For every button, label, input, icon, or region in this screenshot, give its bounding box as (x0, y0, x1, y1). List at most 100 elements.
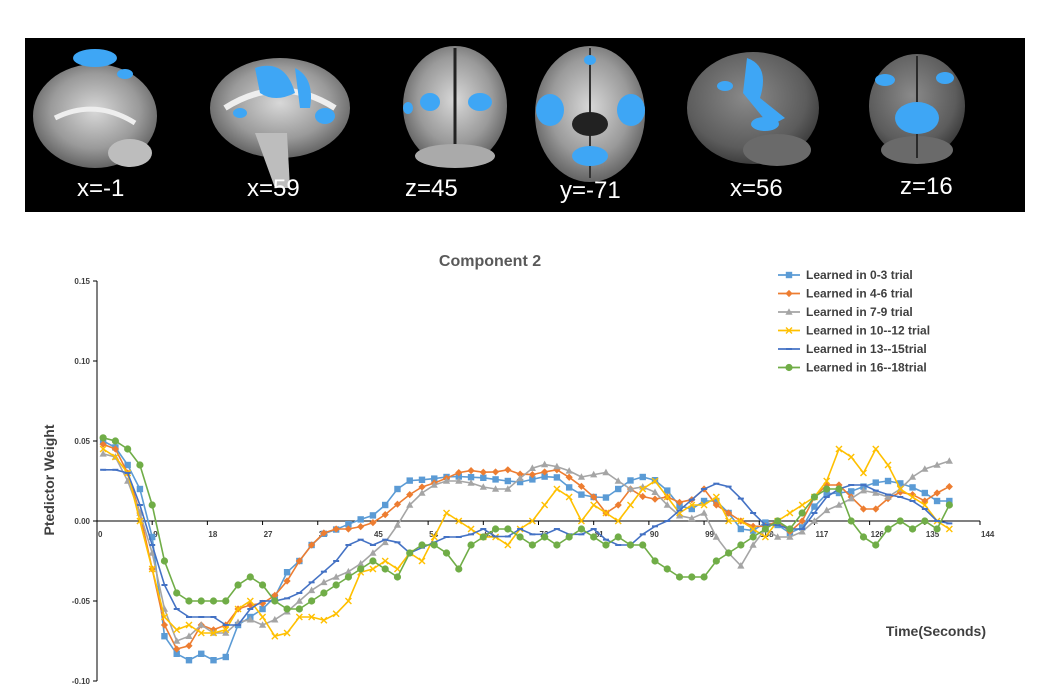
marker-circle (111, 437, 119, 445)
marker-square (222, 653, 229, 661)
marker-circle (430, 541, 438, 549)
brain-slice-2: x=59 (210, 58, 350, 202)
marker-cross (222, 626, 230, 634)
slice-label-1: x=-1 (77, 175, 124, 202)
marker-square (504, 477, 512, 485)
marker-diamond (393, 500, 402, 508)
marker-circle (933, 525, 941, 533)
marker-square (664, 487, 671, 494)
marker-circle (847, 517, 855, 525)
y-tick-label: 0.10 (74, 357, 90, 366)
marker-circle (491, 525, 500, 533)
marker-circle (357, 565, 365, 573)
legend-label: Learned in 4-6 trial (806, 287, 913, 301)
marker-cross (725, 517, 733, 525)
marker-cross (823, 477, 831, 485)
marker-cross (835, 445, 843, 453)
marker-triangle (810, 517, 819, 524)
marker-diamond (357, 523, 365, 531)
marker-triangle (872, 489, 880, 496)
marker-triangle (921, 465, 929, 472)
brain-slice-1: x=-1 (33, 49, 157, 202)
marker-diamond (332, 525, 340, 533)
marker-cross (246, 597, 254, 605)
marker-cross (467, 525, 475, 533)
marker-circle (896, 517, 904, 525)
marker-diamond (344, 525, 353, 533)
marker-triangle (406, 501, 414, 508)
marker-square (737, 525, 745, 533)
marker-triangle (381, 538, 389, 546)
marker-triangle (455, 477, 463, 484)
marker-circle (614, 533, 622, 541)
marker-circle (872, 541, 880, 549)
marker-diamond (111, 445, 119, 453)
marker-triangle (467, 479, 475, 486)
marker-square (872, 479, 879, 486)
marker-diamond (798, 517, 806, 525)
marker-circle (148, 501, 156, 509)
legend-label: Learned in 0-3 trial (806, 268, 913, 282)
marker-triangle (528, 464, 536, 471)
marker-square (136, 485, 144, 493)
marker-triangle (173, 637, 181, 644)
marker-square (148, 533, 156, 541)
y-tick-label: 0.05 (74, 437, 90, 446)
marker-triangle (785, 308, 793, 315)
marker-diamond (872, 505, 880, 513)
marker-triangle (504, 485, 512, 492)
marker-circle (602, 541, 610, 549)
marker-circle (884, 525, 892, 533)
marker-diamond (590, 493, 598, 501)
marker-cross (896, 485, 904, 493)
marker-triangle (516, 474, 524, 482)
marker-square (700, 497, 708, 505)
x-tick-label: 27 (264, 530, 273, 539)
marker-circle (675, 573, 684, 581)
marker-square (602, 494, 610, 501)
x-axis-label: Time(Seconds) (886, 623, 986, 639)
marker-diamond (258, 599, 267, 607)
marker-cross (786, 509, 794, 517)
marker-triangle (626, 485, 635, 492)
marker-circle (565, 533, 573, 541)
marker-cross (210, 629, 218, 637)
marker-diamond (528, 471, 536, 479)
x-tick-label: 63 (484, 530, 493, 539)
marker-square (860, 483, 867, 490)
marker-circle (626, 541, 635, 549)
marker-square (431, 475, 438, 482)
legend-item-5: Learned in 13--15trial (778, 342, 927, 356)
marker-diamond (479, 468, 487, 476)
marker-cross (577, 517, 585, 525)
marker-diamond (785, 289, 793, 298)
marker-circle (528, 541, 536, 549)
brain-slice-4: y=-71 (535, 46, 645, 204)
marker-square (198, 650, 205, 657)
marker-triangle (393, 521, 402, 528)
marker-circle (381, 565, 389, 573)
marker-circle (774, 517, 782, 525)
marker-triangle (197, 621, 205, 628)
marker-circle (467, 541, 475, 549)
marker-circle (442, 549, 451, 557)
marker-triangle (565, 467, 573, 474)
marker-cross (430, 533, 438, 541)
marker-square (553, 474, 561, 481)
marker-circle (639, 541, 647, 549)
marker-circle (344, 573, 353, 581)
marker-cross (455, 517, 463, 525)
marker-circle (908, 525, 917, 533)
marker-cross (785, 327, 793, 334)
marker-circle (810, 493, 819, 501)
marker-diamond (491, 468, 500, 476)
y-tick-label: 0.15 (74, 277, 90, 286)
marker-square (909, 484, 916, 491)
slice-label-5: x=56 (730, 175, 783, 202)
marker-square (946, 497, 953, 505)
marker-triangle (614, 477, 622, 484)
marker-square (185, 657, 193, 664)
legend-item-6: Learned in 16--18trial (778, 361, 927, 375)
x-tick-label: 45 (374, 530, 383, 539)
marker-square (382, 501, 389, 509)
